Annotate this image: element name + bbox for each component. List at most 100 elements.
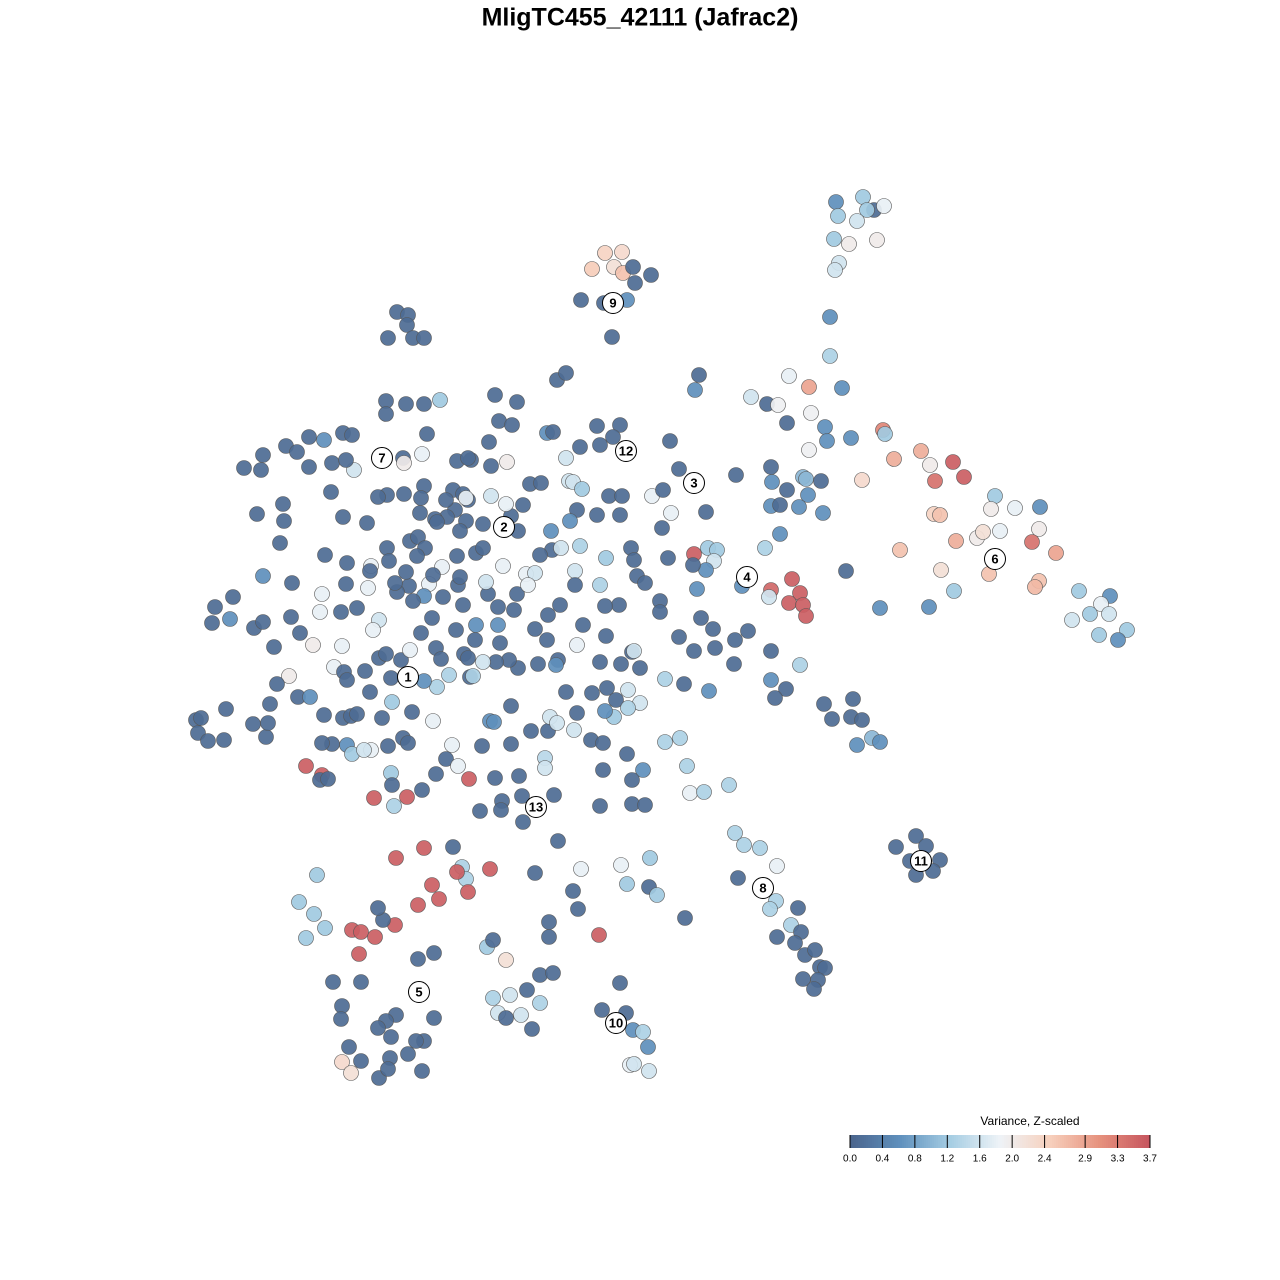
point (859, 202, 875, 218)
point (549, 715, 565, 731)
point (672, 730, 688, 746)
point (854, 472, 870, 488)
point (405, 593, 421, 609)
point (325, 974, 341, 990)
point (514, 788, 530, 804)
point (537, 760, 553, 776)
point (778, 681, 794, 697)
point (353, 974, 369, 990)
point (1064, 612, 1080, 628)
colorbar-segment (900, 1135, 903, 1148)
point (272, 535, 288, 551)
colorbar-segment (896, 1135, 899, 1148)
point (298, 930, 314, 946)
colorbar-segment (1146, 1135, 1149, 1148)
cluster-label: 11 (914, 853, 928, 868)
colorbar-segment (1024, 1135, 1027, 1148)
point (486, 714, 502, 730)
point (637, 797, 653, 813)
point (485, 990, 501, 1006)
point (460, 450, 476, 466)
point (562, 513, 578, 529)
colorbar-segment (1000, 1135, 1003, 1148)
point (790, 900, 806, 916)
colorbar-segment (1040, 1135, 1043, 1148)
colorbar-tick-label: 1.6 (973, 1154, 987, 1165)
colorbar-segment (1022, 1135, 1025, 1148)
point (404, 704, 420, 720)
point (772, 526, 788, 542)
cluster-label: 1 (404, 669, 411, 684)
colorbar-tick-label: 3.3 (1111, 1154, 1125, 1165)
colorbar-segment (1124, 1135, 1127, 1148)
point (245, 716, 261, 732)
point (412, 505, 428, 521)
colorbar-segment (1118, 1135, 1121, 1148)
point (635, 762, 651, 778)
point (498, 496, 514, 512)
point (493, 802, 509, 818)
cluster-label: 5 (415, 984, 422, 999)
cluster-label: 4 (743, 569, 751, 584)
point (292, 625, 308, 641)
point (685, 557, 701, 573)
colorbar-segment (1142, 1135, 1145, 1148)
point (450, 758, 466, 774)
colorbar-segment (1074, 1135, 1077, 1148)
point (323, 484, 339, 500)
point (676, 676, 692, 692)
colorbar-segment (876, 1135, 879, 1148)
point (475, 516, 491, 532)
colorbar-segment (1014, 1135, 1017, 1148)
cluster-label: 6 (991, 551, 998, 566)
cluster-badge (525, 796, 547, 818)
point (845, 691, 861, 707)
colorbar-segment (966, 1135, 969, 1148)
point (822, 348, 838, 364)
point (770, 397, 786, 413)
point (414, 782, 430, 798)
point (693, 610, 709, 626)
point (975, 524, 991, 540)
point (798, 471, 814, 487)
point (637, 575, 653, 591)
point (548, 657, 564, 673)
point (649, 887, 665, 903)
point (425, 713, 441, 729)
colorbar-segment (1004, 1135, 1007, 1148)
colorbar-segment (1110, 1135, 1113, 1148)
point (574, 481, 590, 497)
colorbar-segment (1060, 1135, 1063, 1148)
colorbar-title: Variance, Z-scaled (980, 1114, 1079, 1128)
point (815, 505, 831, 521)
colorbar-segment (940, 1135, 943, 1148)
colorbar-segment (1006, 1135, 1009, 1148)
point (260, 715, 276, 731)
point (657, 734, 673, 750)
point (309, 867, 325, 883)
point (461, 771, 477, 787)
point (791, 499, 807, 515)
colorbar-tick-label: 0.8 (908, 1154, 922, 1165)
colorbar-segment (898, 1135, 901, 1148)
colorbar-segment (960, 1135, 963, 1148)
point (824, 711, 840, 727)
point (736, 837, 752, 853)
point (283, 609, 299, 625)
point (819, 433, 835, 449)
colorbar-segment (988, 1135, 991, 1148)
point (380, 330, 396, 346)
colorbar-segment (1092, 1135, 1095, 1148)
point (353, 924, 369, 940)
colorbar-segment (926, 1135, 929, 1148)
colorbar-segment (958, 1135, 961, 1148)
point (388, 850, 404, 866)
point (892, 542, 908, 558)
point (598, 550, 614, 566)
point (546, 787, 562, 803)
chart-title: MligTC455_42111 (Jafrac2) (482, 4, 799, 32)
colorbar-segment (1052, 1135, 1055, 1148)
point (597, 245, 613, 261)
point (599, 680, 615, 696)
colorbar-segment (1066, 1135, 1069, 1148)
